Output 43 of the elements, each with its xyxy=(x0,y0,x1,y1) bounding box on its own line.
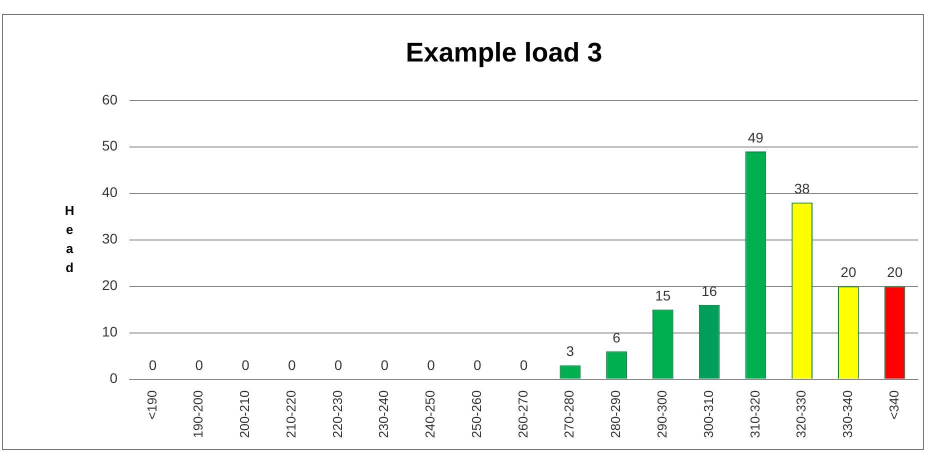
data-label: 49 xyxy=(748,129,764,146)
x-tick-label: 290-300 xyxy=(654,390,670,438)
x-tick-label: 330-340 xyxy=(840,390,856,438)
data-label: 38 xyxy=(794,180,810,197)
y-tick-label: 0 xyxy=(110,370,118,386)
x-tick-label: 320-330 xyxy=(794,390,809,438)
chart-title: Example load 3 xyxy=(406,38,602,68)
y-tick-label: 40 xyxy=(102,184,118,200)
data-label: 0 xyxy=(334,357,342,374)
x-tick-label: 280-290 xyxy=(608,390,624,438)
data-label: 0 xyxy=(474,357,482,374)
data-label: 0 xyxy=(427,357,436,374)
y-tick-label: 10 xyxy=(102,324,118,340)
data-label: 15 xyxy=(655,287,671,304)
x-tick-label: <190 xyxy=(144,390,160,420)
y-tick-label: 60 xyxy=(102,91,118,108)
y-tick-label: 20 xyxy=(102,277,118,294)
x-tick-label: 310-320 xyxy=(747,390,762,438)
x-tick-label: 230-240 xyxy=(376,390,392,438)
y-axis-title: Head xyxy=(64,202,74,275)
data-label: 16 xyxy=(702,282,718,299)
data-label: 20 xyxy=(887,264,903,280)
x-tick-label: 270-280 xyxy=(562,390,577,438)
x-tick-label: 250-260 xyxy=(468,390,484,438)
x-tick-label: 190-200 xyxy=(190,390,206,438)
x-tick-label: 260-270 xyxy=(515,390,530,438)
data-label: 0 xyxy=(288,357,296,374)
x-tick-label: 220-230 xyxy=(330,390,345,438)
data-label: 0 xyxy=(520,357,528,374)
x-tick-label: <340 xyxy=(886,390,902,420)
data-label: 3 xyxy=(566,343,574,360)
x-tick-label: 200-210 xyxy=(237,390,252,438)
y-tick-label: 50 xyxy=(102,138,118,154)
x-tick-label: 240-250 xyxy=(422,390,438,438)
data-label: 20 xyxy=(840,264,856,280)
y-tick-label: 30 xyxy=(102,230,118,247)
x-tick-label: 210-220 xyxy=(283,390,298,438)
x-tick-label: 300-310 xyxy=(700,390,716,438)
data-label: 0 xyxy=(380,357,389,374)
data-label: 6 xyxy=(612,329,621,346)
data-label: 0 xyxy=(148,357,157,374)
data-label: 0 xyxy=(195,357,204,374)
data-label: 0 xyxy=(242,357,250,374)
